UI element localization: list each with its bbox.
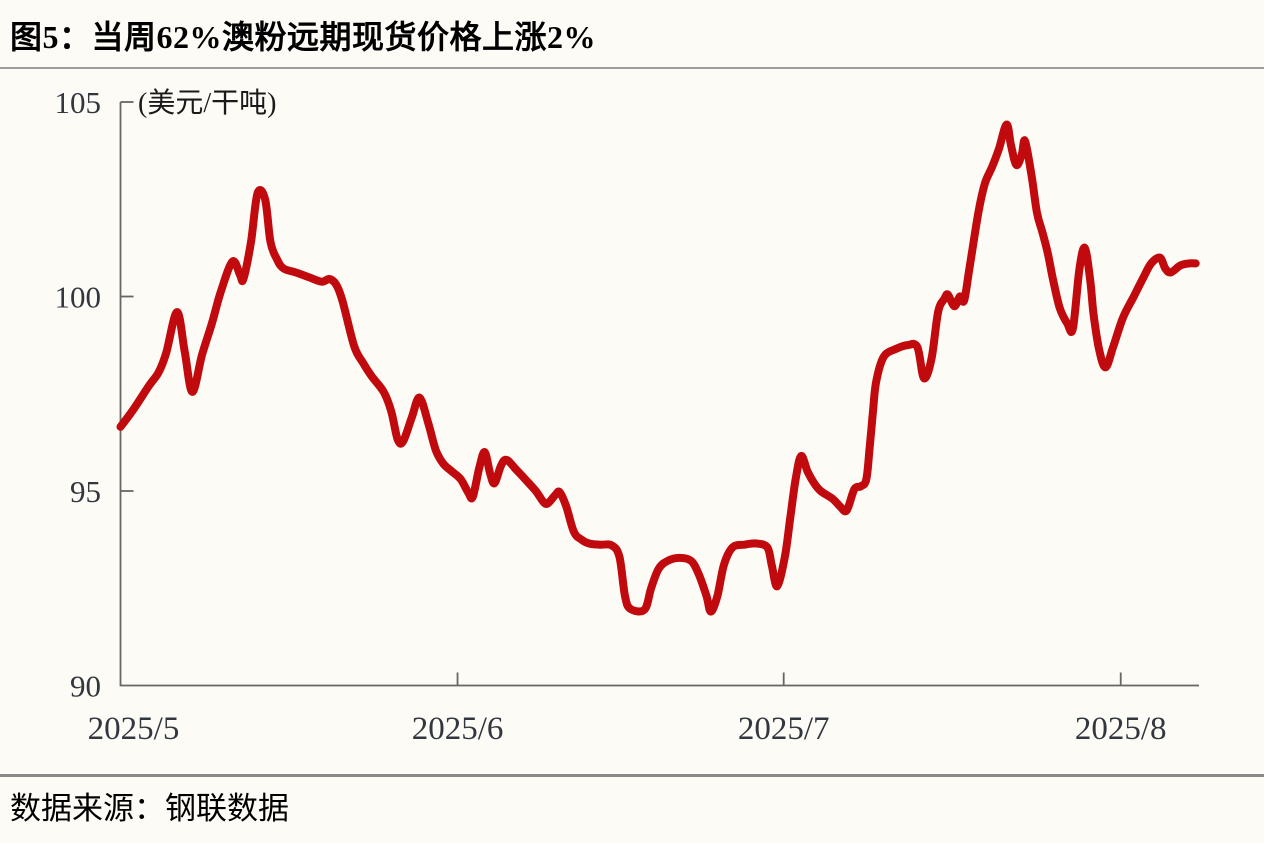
y-axis-tick-label: 105: [55, 85, 102, 120]
x-axis-tick-label: 2025/8: [1075, 711, 1167, 747]
y-axis-tick-label: 95: [70, 474, 101, 509]
title-divider: [0, 67, 1264, 69]
x-axis-tick-label: 2025/5: [88, 711, 180, 747]
axis-unit-label: (美元/干吨): [138, 87, 276, 119]
x-axis-tick-label: 2025/7: [738, 711, 830, 747]
source-divider: [0, 774, 1264, 777]
x-axis-tick-label: 2025/6: [412, 711, 504, 747]
data-source-text: 数据来源：钢联数据: [10, 791, 289, 826]
y-axis-tick-label: 90: [70, 669, 101, 704]
price-line: [116, 120, 1200, 616]
figure-title: 图5：当周62%澳粉远期现货价格上涨2%: [10, 19, 597, 55]
y-axis-tick-label: 100: [55, 280, 102, 315]
